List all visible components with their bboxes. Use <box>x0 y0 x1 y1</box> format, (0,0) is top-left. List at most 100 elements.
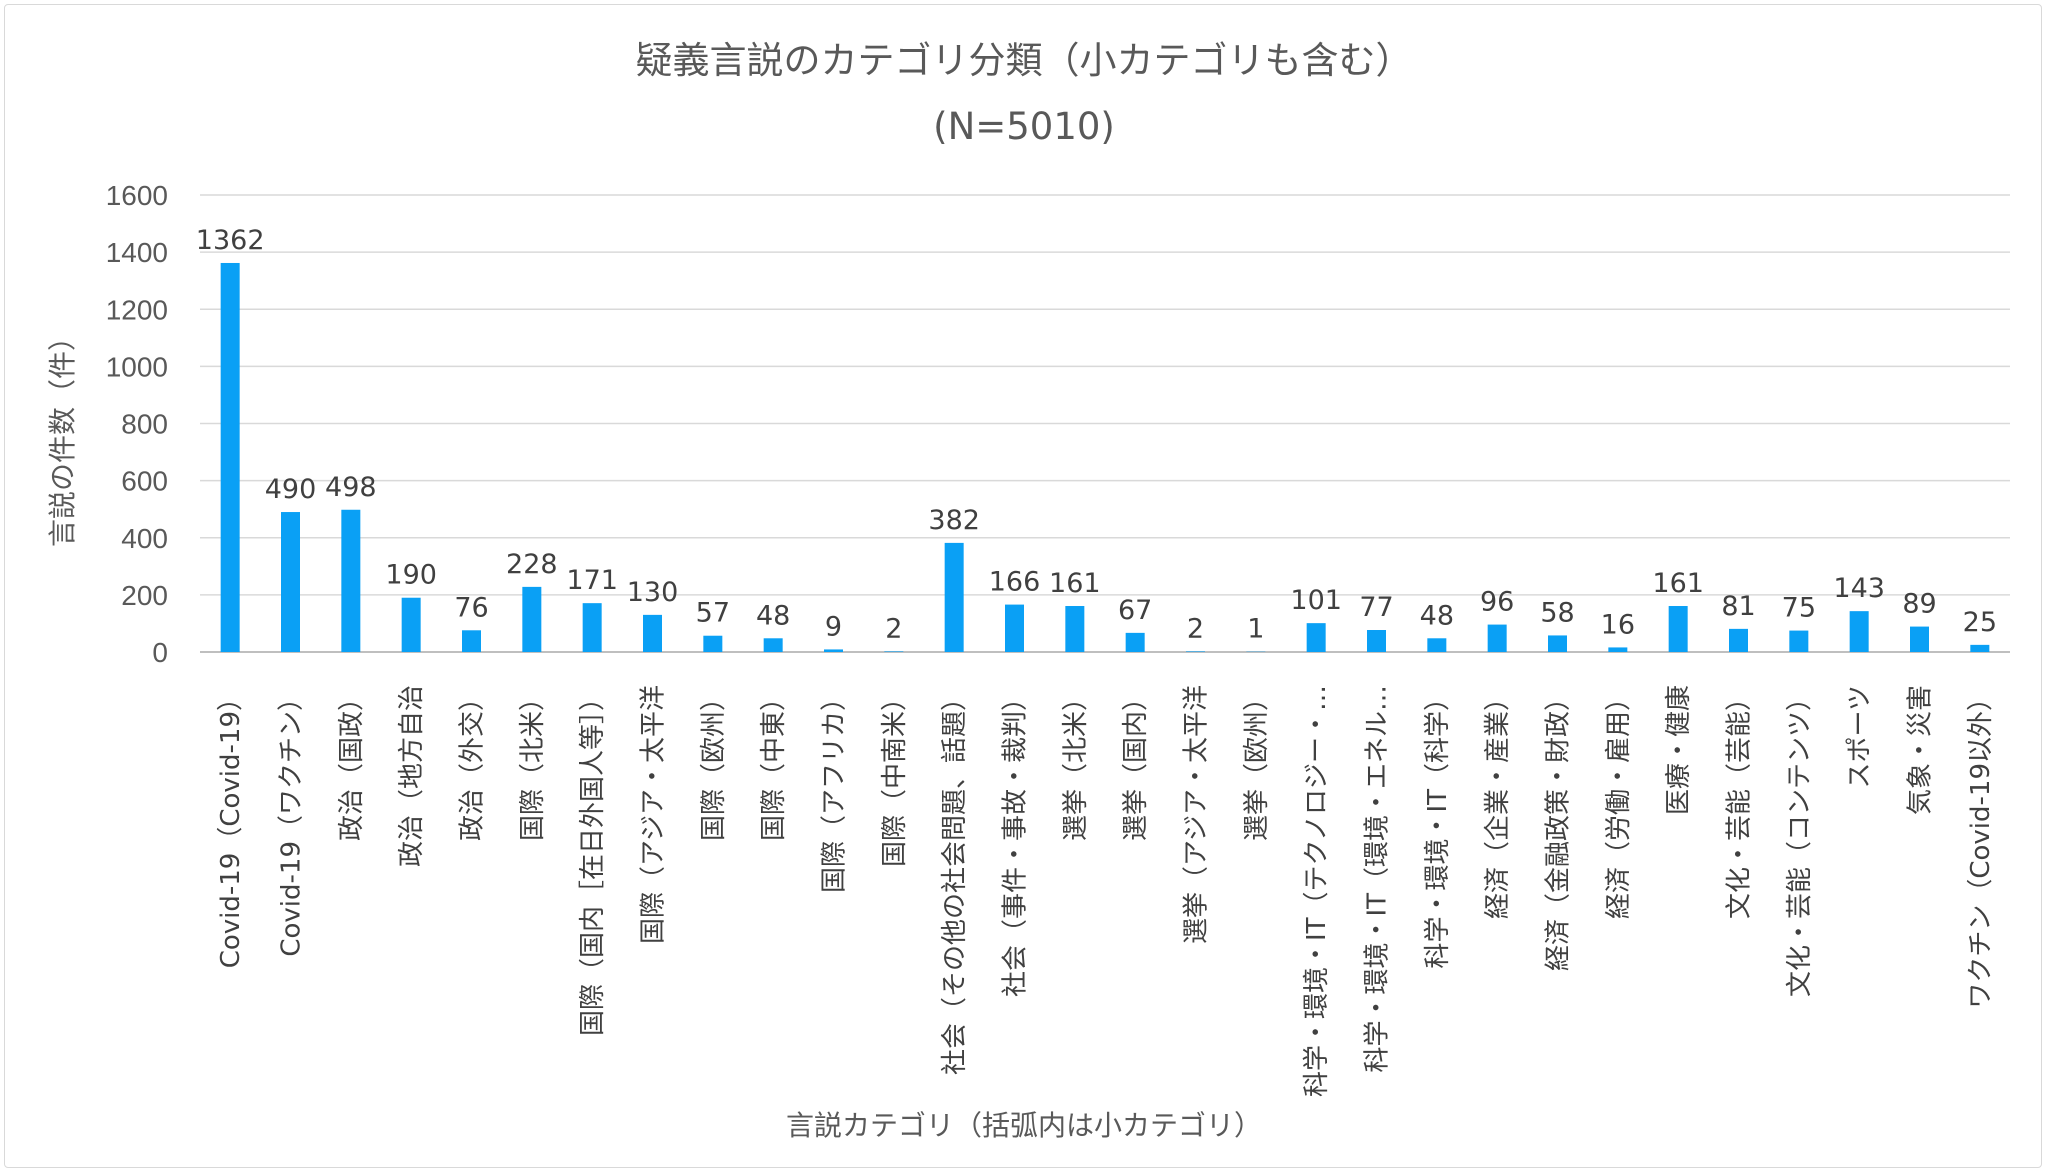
bar <box>1125 632 1145 652</box>
x-category-label: スポーツ <box>1845 685 1875 788</box>
x-axis-title: 言説カテゴリ（括弧内は小カテゴリ） <box>786 1109 1262 1142</box>
data-label: 143 <box>1833 573 1885 604</box>
gridlines <box>200 194 2010 653</box>
data-label: 2 <box>885 613 902 644</box>
bar <box>582 603 602 652</box>
x-category-label: 政治（地方自治 <box>397 685 427 867</box>
x-category-label: 選挙（アジア・太平洋 <box>1182 685 1212 944</box>
x-category-label: 社会（その他の社会問題、話題） <box>940 685 970 1075</box>
bar <box>1548 635 1567 652</box>
data-label: 67 <box>1118 595 1152 626</box>
chart-title: 疑義言説のカテゴリ分類（小カテゴリも含む） <box>636 39 1413 82</box>
data-label: 166 <box>989 567 1041 598</box>
data-label: 161 <box>1049 568 1101 599</box>
data-label: 81 <box>1721 591 1755 622</box>
bar <box>763 638 783 652</box>
x-category-label: 選挙（国内） <box>1121 685 1151 841</box>
x-category-label: 文化・芸能（芸能） <box>1725 685 1755 919</box>
data-label: 161 <box>1652 568 1704 599</box>
bar <box>944 542 964 652</box>
y-axis-ticks: 0 200 400 600 800 1000 1200 1400 1600 <box>106 180 168 668</box>
data-label: 77 <box>1359 592 1393 623</box>
x-category-label: ワクチン（Covid-19以外） <box>1966 685 1996 1009</box>
y-tick-label: 1200 <box>106 294 168 325</box>
x-category-label: 国際（中東） <box>759 685 789 841</box>
data-label: 1362 <box>196 225 265 256</box>
bar <box>281 512 300 652</box>
x-category-label: 政治（外交） <box>458 685 488 841</box>
x-category-label: 国際（中南米） <box>880 685 910 867</box>
bar <box>1306 623 1326 652</box>
bar <box>824 649 843 652</box>
y-tick-label: 600 <box>121 466 168 497</box>
data-label: 228 <box>506 549 558 580</box>
x-category-label: 気象・災害 <box>1906 685 1936 815</box>
data-label: 382 <box>928 505 980 536</box>
bar <box>1186 651 1205 652</box>
x-category-label: 選挙（欧州） <box>1242 685 1272 841</box>
y-tick-label: 1400 <box>106 237 168 268</box>
y-tick-label: 1600 <box>106 180 168 211</box>
x-category-label: 経済（企業・産業） <box>1483 685 1513 919</box>
x-axis-category-labels: Covid-19（Covid-19） Covid-19（ワクチン） 政治（国政） 政治… <box>216 685 1996 1097</box>
bar <box>1608 647 1628 652</box>
data-label: 25 <box>1963 607 1997 638</box>
x-category-label: 国際（欧州） <box>699 685 729 841</box>
x-category-label: 経済（金融政策・財政） <box>1544 685 1574 971</box>
data-label: 75 <box>1782 593 1816 624</box>
data-label: 490 <box>265 474 317 505</box>
data-label: 101 <box>1290 585 1342 616</box>
bar <box>1729 628 1748 652</box>
data-label: 48 <box>756 600 790 631</box>
x-category-label: 国際（アジア・太平洋 <box>639 685 669 944</box>
x-category-label: 科学・環境・IT（テクノロジー・… <box>1302 685 1332 1097</box>
chart-subtitle: (N=5010) <box>933 105 1115 148</box>
bars <box>220 262 1990 652</box>
bar <box>703 635 723 652</box>
data-label: 16 <box>1601 609 1635 640</box>
data-label: 96 <box>1480 587 1514 618</box>
data-label: 171 <box>566 565 618 596</box>
x-category-label: 国際（北米） <box>518 685 548 841</box>
y-tick-label: 0 <box>152 637 168 668</box>
bar <box>643 614 662 652</box>
x-category-label: 文化・芸能（コンテンツ） <box>1785 685 1815 997</box>
x-category-label: 医療・健康 <box>1664 685 1694 815</box>
bar <box>522 586 542 652</box>
data-label: 2 <box>1187 613 1204 644</box>
x-category-label: 科学・環境・IT（環境・エネル… <box>1363 685 1393 1073</box>
x-category-label: 国際（国内［在日外国人等］） <box>578 685 608 1036</box>
y-tick-label: 400 <box>121 523 168 554</box>
bar <box>1367 630 1386 652</box>
x-category-label: Covid-19（Covid-19） <box>216 685 246 968</box>
data-label: 130 <box>627 577 679 608</box>
bar <box>1849 611 1869 652</box>
data-label: 57 <box>696 598 730 629</box>
bar <box>1005 604 1024 652</box>
bar <box>401 597 421 652</box>
bar <box>1970 644 1990 652</box>
data-label: 1 <box>1247 614 1264 645</box>
x-category-label: 政治（国政） <box>337 685 367 841</box>
data-label: 190 <box>385 560 437 591</box>
x-category-label: 科学・環境・IT（科学） <box>1423 685 1453 969</box>
data-label: 9 <box>825 611 842 642</box>
bar <box>884 651 904 652</box>
bar <box>1427 638 1447 652</box>
bar <box>1065 606 1085 652</box>
x-category-label: 経済（労働・雇用） <box>1604 685 1634 919</box>
data-label: 76 <box>454 592 488 623</box>
x-category-label: Covid-19（ワクチン） <box>277 685 307 957</box>
y-tick-label: 800 <box>121 409 168 440</box>
data-label: 58 <box>1540 597 1574 628</box>
data-label: 89 <box>1902 589 1936 620</box>
bar <box>1487 624 1507 652</box>
bar <box>1910 626 1929 652</box>
bar <box>341 509 361 652</box>
bar <box>1789 630 1809 652</box>
x-category-label: 選挙（北米） <box>1061 685 1091 841</box>
y-axis-title: 言説の件数（件） <box>46 323 79 547</box>
bar <box>220 262 240 652</box>
